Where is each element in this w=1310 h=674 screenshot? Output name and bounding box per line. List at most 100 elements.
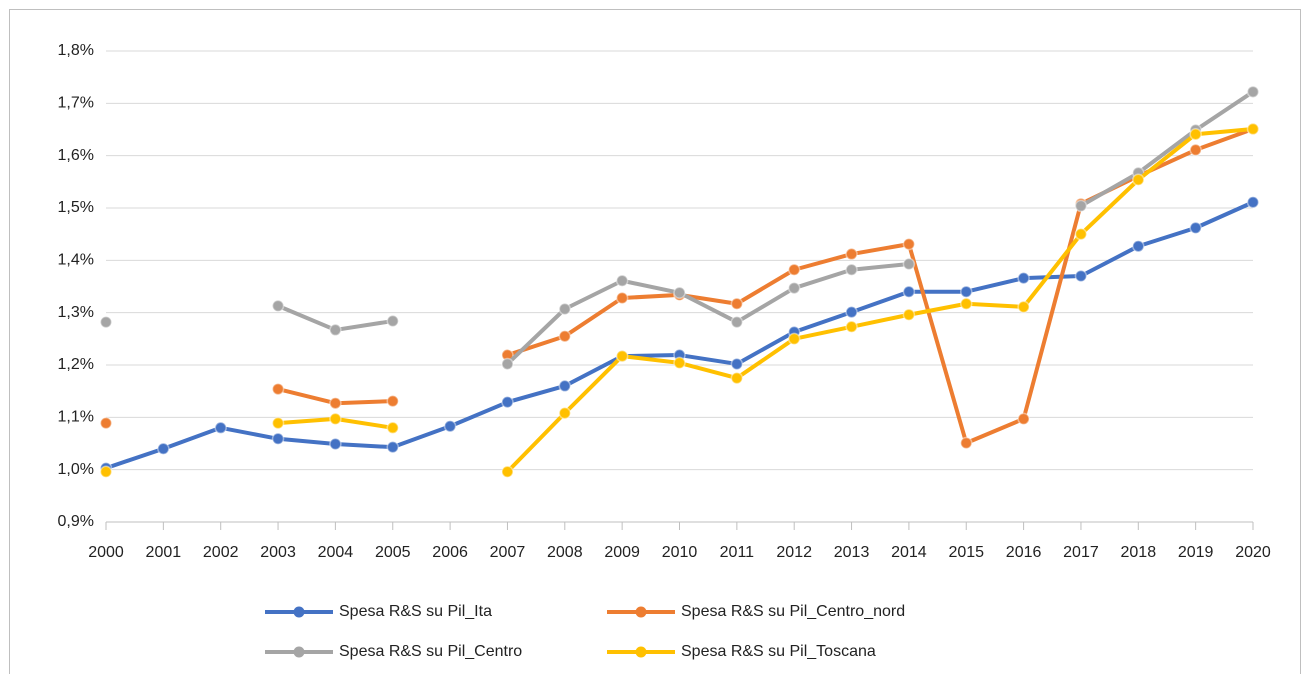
data-point	[845, 320, 858, 334]
legend-marker	[293, 646, 305, 658]
y-tick-label: 1,5%	[58, 199, 94, 216]
y-tick-label: 1,3%	[58, 304, 94, 321]
data-point	[329, 323, 342, 337]
x-tick-label: 2015	[948, 544, 984, 561]
x-tick-label: 2014	[891, 544, 927, 561]
data-point	[1017, 412, 1030, 426]
data-point	[845, 263, 858, 277]
data-point	[386, 421, 399, 435]
legend-label: Spesa R&S su Pil_Toscana	[681, 643, 876, 660]
data-point	[787, 263, 801, 277]
data-point	[1132, 173, 1145, 186]
x-tick-label: 2005	[375, 544, 411, 561]
y-tick-label: 1,1%	[58, 409, 94, 426]
data-point	[730, 297, 744, 311]
data-point	[1017, 271, 1030, 285]
chart-border	[9, 9, 1301, 674]
data-point	[673, 286, 686, 300]
data-point	[386, 394, 399, 408]
y-tick-label: 1,0%	[58, 461, 94, 478]
data-point	[99, 465, 113, 479]
x-tick-label: 2008	[547, 544, 583, 561]
data-point	[329, 412, 342, 426]
data-point	[558, 329, 572, 343]
data-point	[902, 257, 916, 271]
data-point	[271, 382, 285, 396]
data-point	[902, 237, 916, 251]
data-point	[1246, 122, 1260, 136]
data-point	[960, 285, 973, 298]
x-tick-label: 2000	[88, 544, 124, 561]
data-point	[673, 356, 686, 370]
x-tick-label: 2020	[1235, 544, 1271, 561]
data-point	[99, 416, 113, 430]
x-tick-label: 2007	[490, 544, 526, 561]
x-tick-label: 2004	[318, 544, 354, 561]
x-tick-label: 2006	[432, 544, 468, 561]
x-tick-label: 2010	[662, 544, 698, 561]
x-tick-label: 2009	[604, 544, 640, 561]
data-point	[501, 395, 514, 409]
data-point	[1189, 143, 1202, 157]
data-point	[615, 349, 629, 363]
data-point	[960, 297, 973, 311]
data-point	[157, 442, 170, 455]
y-tick-label: 1,4%	[58, 252, 94, 269]
data-point	[271, 432, 285, 446]
data-point	[386, 314, 399, 328]
data-point	[99, 315, 113, 329]
data-point	[1074, 269, 1088, 283]
data-point	[558, 379, 572, 393]
x-tick-label: 2018	[1121, 544, 1157, 561]
y-tick-label: 1,7%	[58, 95, 94, 112]
legend-marker	[293, 606, 305, 618]
x-tick-label: 2002	[203, 544, 239, 561]
data-point	[1017, 300, 1030, 314]
data-point	[615, 291, 629, 305]
data-point	[845, 247, 858, 261]
data-point	[386, 440, 399, 454]
data-point	[501, 357, 514, 371]
legend-label: Spesa R&S su Pil_Centro_nord	[681, 603, 905, 620]
x-tick-label: 2011	[720, 544, 755, 561]
data-point	[902, 308, 916, 322]
data-point	[329, 437, 342, 451]
data-point	[902, 285, 916, 298]
data-point	[1132, 239, 1145, 253]
data-point	[501, 465, 514, 479]
legend-label: Spesa R&S su Pil_Ita	[339, 603, 492, 620]
x-tick-label: 2001	[146, 544, 182, 561]
series-line	[277, 90, 1255, 366]
legend-label: Spesa R&S su Pil_Centro	[339, 643, 522, 660]
data-point	[271, 299, 285, 313]
data-point	[730, 357, 744, 371]
data-point	[845, 305, 858, 319]
data-point	[1189, 127, 1202, 141]
series-line	[277, 126, 1254, 474]
y-tick-label: 1,8%	[58, 42, 94, 59]
data-point	[730, 315, 744, 329]
data-point	[1074, 227, 1088, 241]
legend-marker	[635, 646, 647, 658]
data-point	[1189, 221, 1202, 235]
data-point	[329, 396, 342, 410]
legend-marker	[635, 606, 647, 618]
data-point	[730, 371, 744, 385]
y-tick-label: 1,2%	[58, 356, 94, 373]
x-tick-label: 2003	[260, 544, 296, 561]
x-tick-label: 2017	[1063, 544, 1099, 561]
x-tick-label: 2016	[1006, 544, 1042, 561]
y-tick-label: 0,9%	[58, 513, 94, 530]
series-line	[277, 127, 1254, 445]
data-point	[558, 302, 572, 316]
x-tick-label: 2019	[1178, 544, 1214, 561]
data-point	[1074, 199, 1088, 213]
data-point	[615, 274, 629, 287]
data-point	[787, 281, 801, 295]
y-tick-label: 1,6%	[58, 147, 94, 164]
data-point	[443, 419, 457, 433]
data-point	[1246, 195, 1260, 209]
x-tick-label: 2013	[834, 544, 870, 561]
data-point	[960, 436, 973, 450]
